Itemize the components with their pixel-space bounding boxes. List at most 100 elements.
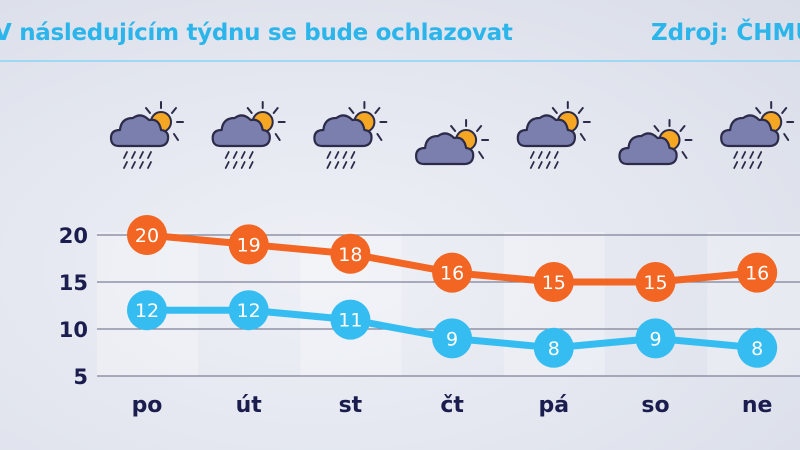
sun-ray	[272, 107, 279, 114]
cloud-shape	[313, 114, 373, 148]
rain-partly-cloudy-icon	[109, 101, 184, 169]
sun-ray	[376, 133, 383, 141]
data-label: 8	[751, 338, 763, 360]
rain-drops	[123, 151, 152, 169]
rain-drop	[553, 151, 559, 159]
min-temp-point	[228, 290, 269, 331]
rain-drop	[537, 151, 543, 159]
partly-cloudy-icon	[618, 119, 693, 166]
min-temp-point	[533, 327, 574, 368]
rain-drop	[757, 151, 763, 159]
rain-drop	[529, 161, 535, 169]
rain-drop	[147, 151, 152, 159]
sun-ray	[783, 133, 790, 141]
rain-drop	[248, 161, 254, 169]
data-label: 16	[745, 263, 769, 285]
rain-drops	[529, 151, 559, 169]
max-temp-point	[635, 262, 676, 302]
rain-drop	[334, 161, 340, 169]
rain-drop	[733, 161, 739, 169]
sun-ray	[274, 133, 281, 141]
x-tick-label: st	[339, 393, 363, 418]
cloud-shape	[720, 114, 780, 148]
rain-drops	[326, 151, 356, 169]
rain-drop	[240, 161, 246, 169]
sun-ray	[171, 107, 177, 114]
sun-ray	[579, 133, 586, 141]
x-tick-label: ne	[742, 393, 773, 418]
data-label: 12	[237, 300, 261, 322]
rain-drop	[123, 161, 128, 169]
rain-drop	[248, 151, 254, 159]
cloud-shape	[415, 132, 475, 166]
y-tick-label: 15	[59, 271, 88, 295]
rain-drop	[537, 161, 543, 169]
sun-ray	[681, 151, 688, 159]
cloud-shape	[211, 114, 271, 148]
rain-drop	[232, 151, 238, 159]
sun-ray	[246, 107, 253, 114]
min-temp-point	[635, 318, 676, 359]
data-label: 11	[338, 310, 362, 332]
max-temp-point	[330, 233, 371, 274]
data-label: 9	[649, 328, 661, 350]
rain-partly-cloudy-icon	[720, 101, 795, 169]
rain-partly-cloudy-icon	[313, 101, 388, 169]
data-label: 8	[548, 338, 560, 360]
rain-drop	[123, 151, 128, 159]
sun-ray	[173, 133, 179, 141]
rain-drops	[224, 151, 254, 169]
sun-ray	[450, 125, 457, 132]
rain-drops	[733, 151, 763, 169]
data-label: 9	[446, 328, 458, 350]
sun-ray	[476, 125, 483, 132]
sun-ray	[781, 107, 788, 114]
data-label: 18	[338, 244, 362, 266]
chart-title: V následujícím týdnu se bude ochlazovat	[0, 20, 513, 46]
rain-drop	[131, 161, 136, 169]
sun-ray	[478, 151, 485, 159]
data-label: 19	[237, 234, 261, 256]
cloud-shape	[618, 132, 678, 166]
sun-ray	[348, 107, 355, 114]
rain-drop	[139, 151, 144, 159]
rain-drop	[741, 151, 747, 159]
rain-drop	[749, 161, 755, 169]
sun-ray	[145, 107, 151, 114]
cloud-shape	[109, 114, 170, 148]
y-tick-label: 10	[59, 318, 88, 342]
min-temp-point	[737, 327, 778, 368]
x-tick-label: út	[236, 393, 263, 418]
rain-drop	[139, 161, 144, 169]
partly-cloudy-icon	[415, 119, 490, 166]
rain-drop	[334, 151, 340, 159]
rain-drop	[553, 161, 559, 169]
sun-ray	[755, 107, 762, 114]
min-temp-point	[330, 299, 371, 340]
max-temp-point	[533, 262, 574, 302]
rain-drop	[224, 151, 230, 159]
rain-drop	[224, 161, 230, 169]
sun-ray	[653, 125, 660, 132]
max-temp-point	[432, 252, 473, 293]
rain-drop	[350, 161, 356, 169]
rain-drop	[131, 151, 136, 159]
rain-drop	[733, 151, 739, 159]
y-tick-label: 20	[59, 224, 88, 248]
x-tick-label: po	[132, 393, 163, 418]
max-temp-point	[127, 215, 167, 255]
rain-drop	[350, 151, 356, 159]
rain-drop	[749, 151, 755, 159]
rain-drop	[757, 161, 763, 169]
x-tick-label: čt	[440, 393, 464, 418]
sun-ray	[551, 107, 558, 114]
data-label: 15	[643, 272, 667, 294]
max-temp-point	[737, 252, 778, 293]
rain-drop	[326, 161, 332, 169]
source-label: Zdroj: ČHMÚ	[651, 20, 800, 46]
min-temp-point	[432, 318, 473, 359]
rain-drop	[326, 151, 332, 159]
rain-drop	[741, 161, 747, 169]
rain-partly-cloudy-icon	[516, 101, 591, 169]
